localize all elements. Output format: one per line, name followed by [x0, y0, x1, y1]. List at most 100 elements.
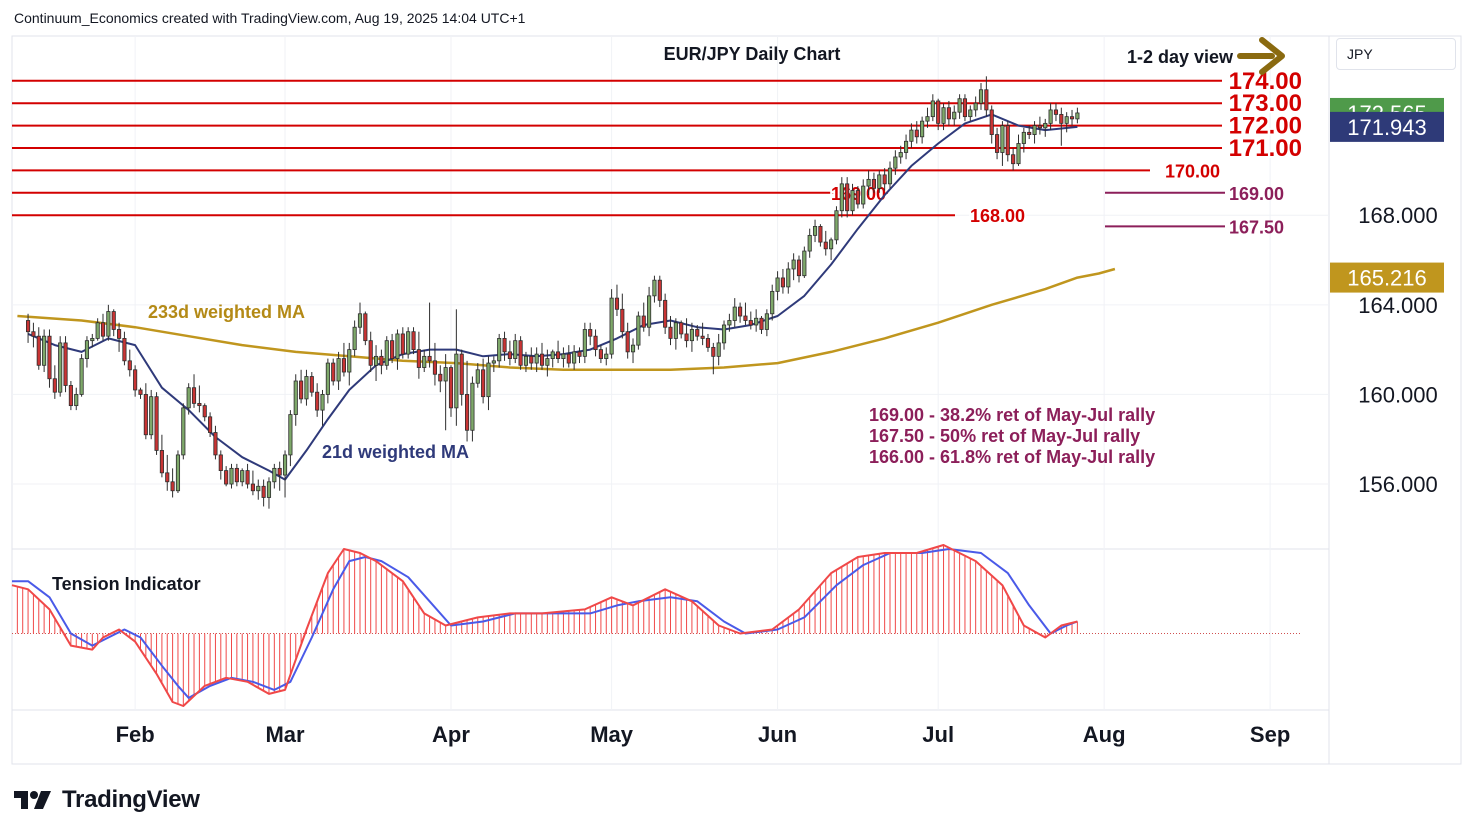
candle-body — [143, 394, 148, 436]
candle-body — [984, 89, 989, 111]
candle-body — [202, 405, 207, 418]
candle-body — [529, 355, 534, 364]
candle-body — [491, 360, 496, 364]
candle-body — [689, 329, 694, 342]
candle-body — [368, 340, 373, 366]
level-label-1: 173.00 — [1229, 90, 1302, 117]
candle-body — [470, 382, 475, 431]
candle-body — [299, 380, 304, 400]
candle-body — [866, 178, 871, 187]
candle-body — [1011, 154, 1016, 165]
fib-label-0: 169.00 — [1229, 184, 1284, 204]
candle-body — [829, 239, 834, 250]
candle-body — [556, 351, 561, 359]
candle-body — [1016, 143, 1021, 165]
y-tick-label-1: 160.000 — [1358, 382, 1438, 407]
candle-body — [957, 98, 962, 113]
candle-body — [845, 183, 850, 212]
candle-body — [213, 432, 218, 456]
candle-body — [770, 290, 775, 315]
candle-body — [1064, 116, 1069, 124]
candle-body — [390, 340, 395, 359]
tradingview-logo[interactable]: TradingView — [14, 786, 200, 814]
candle-body — [1037, 125, 1042, 129]
candle-body — [604, 353, 609, 359]
candle-body — [304, 376, 309, 400]
candle-body — [673, 322, 678, 339]
candle-body — [545, 358, 550, 366]
candle-body — [962, 98, 968, 118]
candle-body — [443, 367, 448, 382]
tension-red-line — [11, 544, 1078, 707]
candle-body — [657, 279, 662, 301]
candle-body — [513, 340, 518, 359]
candle-body — [26, 320, 31, 333]
candle-body — [363, 313, 368, 342]
candle-body — [598, 349, 603, 359]
candle-body — [475, 369, 480, 384]
candle-body — [224, 470, 229, 485]
price-tag-ma233: 165.216 — [1347, 266, 1427, 291]
candle-body — [208, 416, 213, 433]
candle-body — [36, 335, 41, 366]
candle-body — [593, 335, 598, 351]
level-label-2: 172.00 — [1229, 113, 1302, 140]
candle-body — [427, 355, 432, 362]
candlesticks — [26, 76, 1080, 509]
candle-body — [181, 407, 186, 456]
candle-body — [261, 485, 266, 498]
ma21-label: 21d weighted MA — [322, 442, 469, 462]
candle-body — [620, 308, 625, 333]
candle-body — [577, 351, 582, 357]
x-tick-label-0: Feb — [116, 722, 155, 747]
candle-body — [165, 472, 170, 483]
candle-body — [936, 100, 941, 124]
candle-body — [240, 470, 245, 483]
candle-body — [122, 338, 127, 362]
candle-body — [465, 394, 470, 431]
candle-body — [288, 414, 293, 456]
candle-body — [100, 322, 106, 337]
candle-body — [539, 353, 545, 366]
candle-body — [84, 340, 90, 359]
candle-body — [572, 351, 577, 364]
tension-indicator-pane — [11, 544, 1300, 707]
candle-body — [679, 322, 684, 335]
candle-body — [721, 324, 727, 344]
candle-body — [695, 329, 700, 337]
candle-body — [861, 185, 866, 205]
candle-body — [1059, 114, 1064, 124]
price-axis-frame — [1328, 35, 1462, 765]
tension-blue-line — [12, 548, 1078, 699]
candle-body — [1032, 125, 1037, 135]
price-tag-bg-ma21 — [1330, 111, 1444, 142]
candle-body — [775, 277, 780, 292]
x-tick-label-6: Aug — [1083, 722, 1126, 747]
candle-body — [893, 156, 898, 169]
candle-body — [336, 358, 341, 382]
candle-body — [871, 178, 876, 189]
chart-attribution: Continuum_Economics created with Trading… — [14, 10, 526, 26]
candle-body — [727, 320, 732, 326]
candle-body — [95, 322, 100, 339]
candle-body — [625, 331, 630, 353]
candle-body — [357, 313, 363, 328]
candle-body — [256, 485, 261, 492]
candle-body — [834, 210, 839, 241]
x-tick-label-5: Jul — [922, 722, 954, 747]
x-tick-label-1: Mar — [265, 722, 305, 747]
candle-body — [823, 241, 828, 250]
candle-body — [379, 355, 384, 366]
candle-body — [432, 360, 437, 375]
candle-body — [882, 174, 887, 185]
candle-body — [127, 360, 132, 371]
candle-body — [780, 277, 785, 288]
candle-body — [1005, 125, 1010, 156]
currency-label-box[interactable]: JPY — [1336, 38, 1456, 70]
candle-body — [42, 335, 47, 366]
candle-body — [914, 129, 919, 138]
candle-body — [920, 120, 925, 138]
candle-body — [550, 351, 555, 359]
fib-label-1: 167.50 — [1229, 217, 1284, 237]
